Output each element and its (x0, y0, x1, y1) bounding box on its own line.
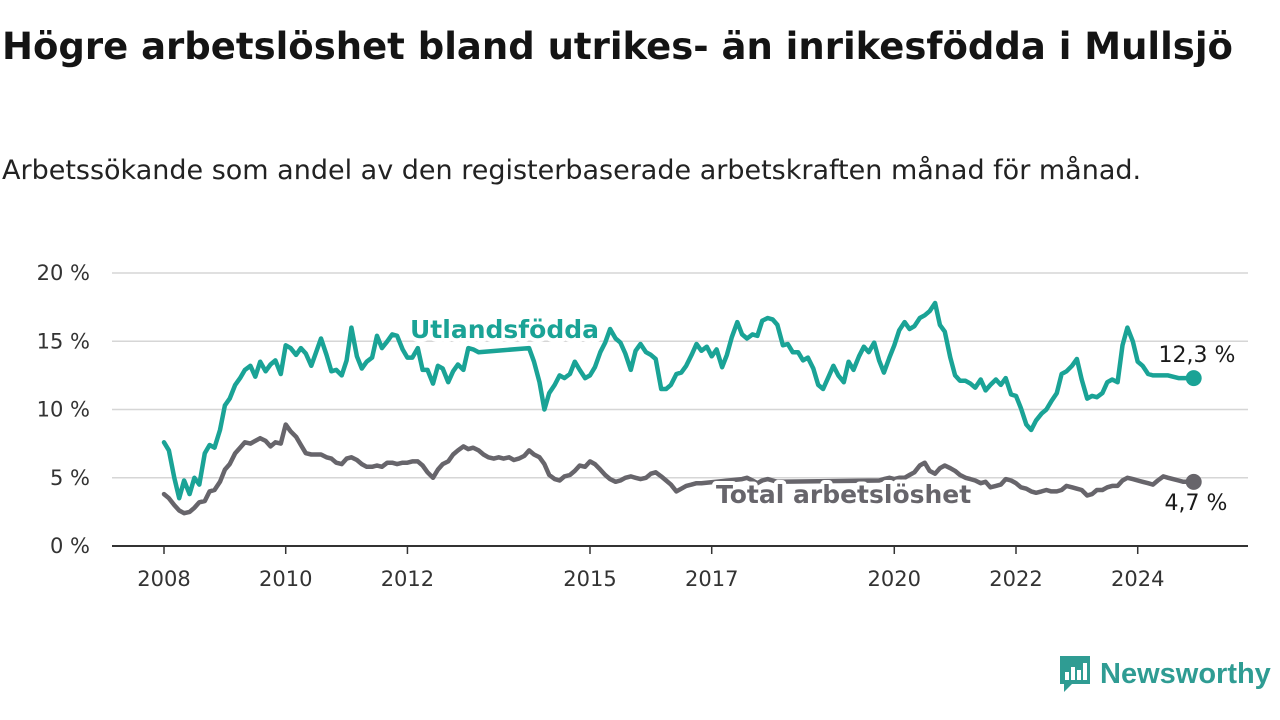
series-line-utlandsfodda (161, 300, 1196, 501)
series-end-value: 12,3 % (1159, 343, 1236, 368)
x-tick-label: 2008 (137, 567, 190, 591)
series-end-value: 4,7 % (1165, 491, 1228, 516)
x-tick-label: 2022 (989, 567, 1042, 591)
x-tick-label: 2020 (868, 567, 921, 591)
y-tick-label: 20 % (37, 261, 90, 285)
y-tick-label: 15 % (37, 329, 90, 353)
x-tick-label: 2017 (685, 567, 738, 591)
brand-name: Newsworthy (1100, 657, 1271, 690)
gridlines (112, 272, 1248, 479)
newsworthy-brand: Newsworthy (1058, 654, 1271, 694)
series-lines (161, 300, 1202, 516)
y-tick-label: 0 % (50, 534, 90, 558)
x-axis: 2008 2010 2012 2015 2017 2020 2022 2024 (112, 545, 1248, 591)
series-name-label: Total arbetslöshet (716, 480, 971, 509)
series-labels: Utlandsfödda Total arbetslöshet 12,3 % 4,7 … (406, 311, 1238, 519)
series-end-marker (1185, 473, 1202, 490)
x-tick-label: 2024 (1111, 567, 1164, 591)
y-tick-label: 10 % (37, 398, 90, 422)
chart-title: Högre arbetslöshet bland utrikes- än inr… (2, 25, 1233, 68)
x-tick-label: 2015 (563, 567, 616, 591)
newsworthy-logo-icon (1060, 656, 1090, 692)
y-tick-label: 5 % (50, 466, 90, 490)
x-tick-label: 2010 (259, 567, 312, 591)
x-tick-label: 2012 (381, 567, 434, 591)
series-line-total (161, 422, 1196, 516)
series-name-label: Utlandsfödda (410, 315, 599, 344)
chart-subtitle: Arbetssökande som andel av den registerb… (2, 155, 1142, 186)
y-axis: 0 % 5 % 10 % 15 % 20 % (37, 261, 90, 558)
series-end-marker (1185, 370, 1202, 387)
